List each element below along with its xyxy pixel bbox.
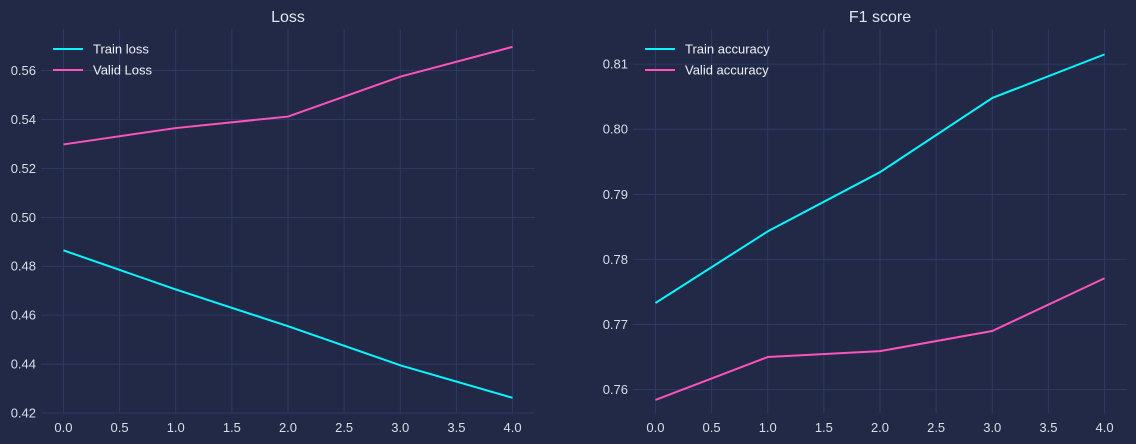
- loss-y-tick-label-2: 0.46: [11, 308, 36, 323]
- f1-legend-label-1: Valid accuracy: [685, 63, 769, 78]
- f1-x-tick-label-2: 1.0: [759, 420, 777, 435]
- loss-legend-label-1: Valid Loss: [93, 63, 153, 78]
- loss-x-tick-label-4: 2.0: [279, 420, 297, 435]
- loss-y-tick-label-0: 0.42: [11, 406, 36, 421]
- loss-x-tick-label-7: 3.5: [447, 420, 465, 435]
- f1-y-tick-label-0: 0.76: [603, 382, 628, 397]
- f1-series-line-0: [654, 53, 1105, 304]
- loss-legend-label-0: Train loss: [93, 42, 149, 57]
- f1-chart: F1 score 0.0 0.5 1.0 1.5 2.0 2.5 3.0 3.5 4.0 0.76…: [603, 9, 1127, 435]
- loss-y-tick-label-5: 0.52: [11, 161, 36, 176]
- loss-x-tick-label-1: 0.5: [111, 420, 129, 435]
- f1-y-tick-label-3: 0.79: [603, 187, 628, 202]
- f1-x-tick-label-7: 3.5: [1039, 420, 1057, 435]
- f1-chart-title: F1 score: [849, 9, 911, 26]
- f1-plot-area: 0.0 0.5 1.0 1.5 2.0 2.5 3.0 3.5 4.0 0.76 0.77 0.78 0…: [603, 29, 1127, 435]
- f1-x-tick-label-0: 0.0: [646, 420, 664, 435]
- loss-x-tick-label-0: 0.0: [54, 420, 72, 435]
- loss-series-line-1: [63, 45, 513, 146]
- loss-x-tick-label-6: 3.0: [391, 420, 409, 435]
- loss-x-tick-label-8: 4.0: [504, 420, 522, 435]
- loss-y-tick-label-3: 0.48: [11, 259, 36, 274]
- f1-x-tick-label-3: 1.5: [815, 420, 833, 435]
- f1-series-line-1: [655, 277, 1105, 401]
- f1-y-tick-label-2: 0.78: [603, 252, 628, 267]
- loss-series-line-0: [63, 249, 513, 399]
- f1-x-tick-label-6: 3.0: [983, 420, 1001, 435]
- f1-y-tick-label-5: 0.81: [603, 57, 628, 72]
- loss-plot-area: 0.0 0.5 1.0 1.5 2.0 2.5 3.0 3.5 4.0 0.42 0.44 0.46 0…: [11, 29, 535, 435]
- f1-x-tick-label-8: 4.0: [1096, 420, 1114, 435]
- f1-legend-label-0: Train accuracy: [685, 42, 770, 57]
- f1-x-tick-label-1: 0.5: [703, 420, 721, 435]
- loss-chart-title: Loss: [271, 9, 305, 26]
- loss-x-tick-label-3: 1.5: [223, 420, 241, 435]
- loss-y-tick-label-7: 0.56: [11, 63, 36, 78]
- loss-chart: Loss 0.0 0.5 1.0 1.5 2.0 2.5 3.0 3.5 4.0 0.42 0.44…: [11, 9, 535, 435]
- f1-x-tick-label-4: 2.0: [871, 420, 889, 435]
- loss-y-tick-label-1: 0.44: [11, 357, 36, 372]
- loss-x-tick-label-5: 2.5: [335, 420, 353, 435]
- loss-y-tick-label-6: 0.54: [11, 112, 36, 127]
- f1-y-tick-label-1: 0.77: [603, 317, 628, 332]
- f1-y-tick-label-4: 0.80: [603, 122, 628, 137]
- loss-y-tick-label-4: 0.50: [11, 210, 36, 225]
- f1-x-tick-label-5: 2.5: [927, 420, 945, 435]
- loss-x-tick-label-2: 1.0: [167, 420, 185, 435]
